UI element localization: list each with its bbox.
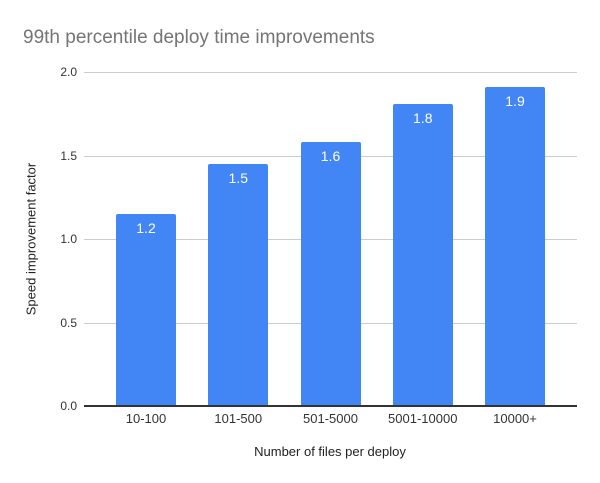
bar-value-label: 1.9 [505, 93, 525, 110]
y-tick-label: 0.5 [60, 315, 77, 330]
y-tick-label: 1.5 [60, 148, 77, 163]
x-tick-label: 5001-10000 [388, 411, 458, 426]
gridline [84, 72, 577, 73]
bar: 1.5 [208, 163, 269, 406]
x-axis-line [84, 405, 577, 407]
plot-area: 1.2 1.5 1.6 1.8 1.9 [84, 72, 577, 407]
y-tick-label: 2.0 [60, 65, 77, 79]
bar: 1.8 [392, 103, 453, 406]
bar-value-label: 1.5 [228, 169, 248, 186]
x-tick-label: 10-100 [125, 411, 167, 426]
y-tick-label: 1.0 [60, 232, 77, 246]
x-axis-title: Number of files per deploy [254, 444, 406, 459]
bar-value-label: 1.2 [136, 219, 156, 236]
bar-value-label: 1.8 [413, 109, 433, 126]
y-tick-label: 0.0 [60, 399, 77, 413]
x-tick-label: 101-500 [214, 411, 263, 426]
x-tick-label: 10000+ [493, 411, 537, 426]
bar: 1.6 [300, 142, 361, 406]
bar: 1.2 [116, 213, 176, 406]
bar-value-label: 1.6 [320, 148, 341, 165]
chart-title: 99th percentile deploy time improvements [23, 27, 375, 48]
x-tick-label: 501-5000 [303, 411, 358, 426]
bar: 1.9 [485, 87, 545, 406]
